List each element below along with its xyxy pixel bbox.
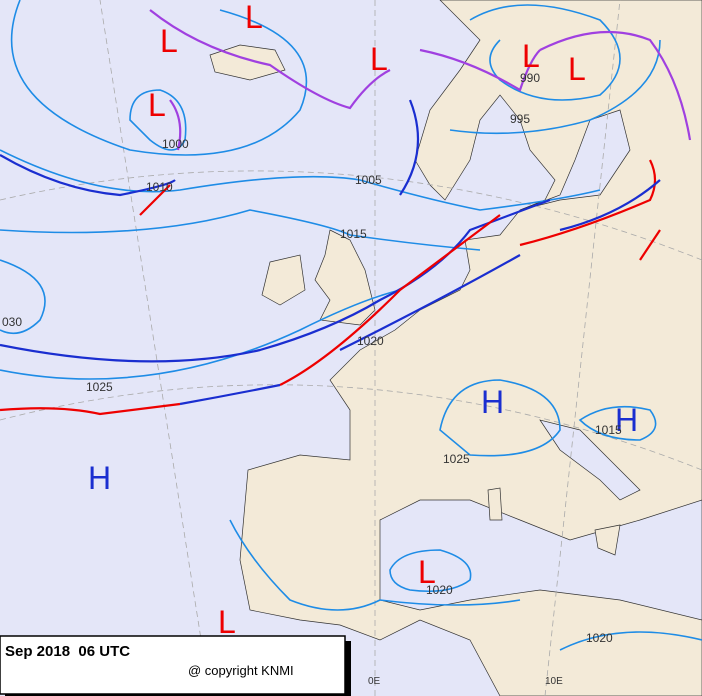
isobar-label: 030 [2,315,22,329]
low: L [418,554,436,590]
low: L [245,0,263,35]
low: L [218,604,236,640]
low: L [148,87,166,123]
isobar-label: 1010 [146,180,173,194]
low: L [568,51,586,87]
fronts [0,9,692,416]
pressure-centers: L L L L L L L L H H H [88,0,638,640]
isobar-label: 1020 [357,334,384,348]
copyright: @ copyright KNMI [188,663,294,678]
land [209,0,702,696]
isobar-label: 1020 [586,631,613,645]
isobar-label: 1015 [595,423,622,437]
isobar-label: 1005 [355,173,382,187]
isobar-label: 995 [510,112,530,126]
isobar-label: 1025 [443,452,470,466]
isobar-label: 1000 [162,137,189,151]
caption-box: Sep 2018 06 UTC @ copyright KNMI [0,635,351,696]
high: H [88,460,111,496]
longitude-label: 0E [368,676,381,687]
isobar-label: 1025 [86,380,113,394]
isobar-label: 1020 [426,583,453,597]
isobar-labels: 1000 1010 1005 1015 030 1025 1020 995 99… [2,71,622,645]
high: H [481,384,504,420]
isobar-label: 990 [520,71,540,85]
high: H [615,402,638,438]
isobars [0,0,702,651]
low: L [160,23,178,59]
longitude-label: 10E [545,676,563,687]
map-title: Sep 2018 06 UTC [5,643,130,660]
low: L [522,38,540,74]
low: L [370,41,388,77]
isobar-label: 1015 [340,227,367,241]
